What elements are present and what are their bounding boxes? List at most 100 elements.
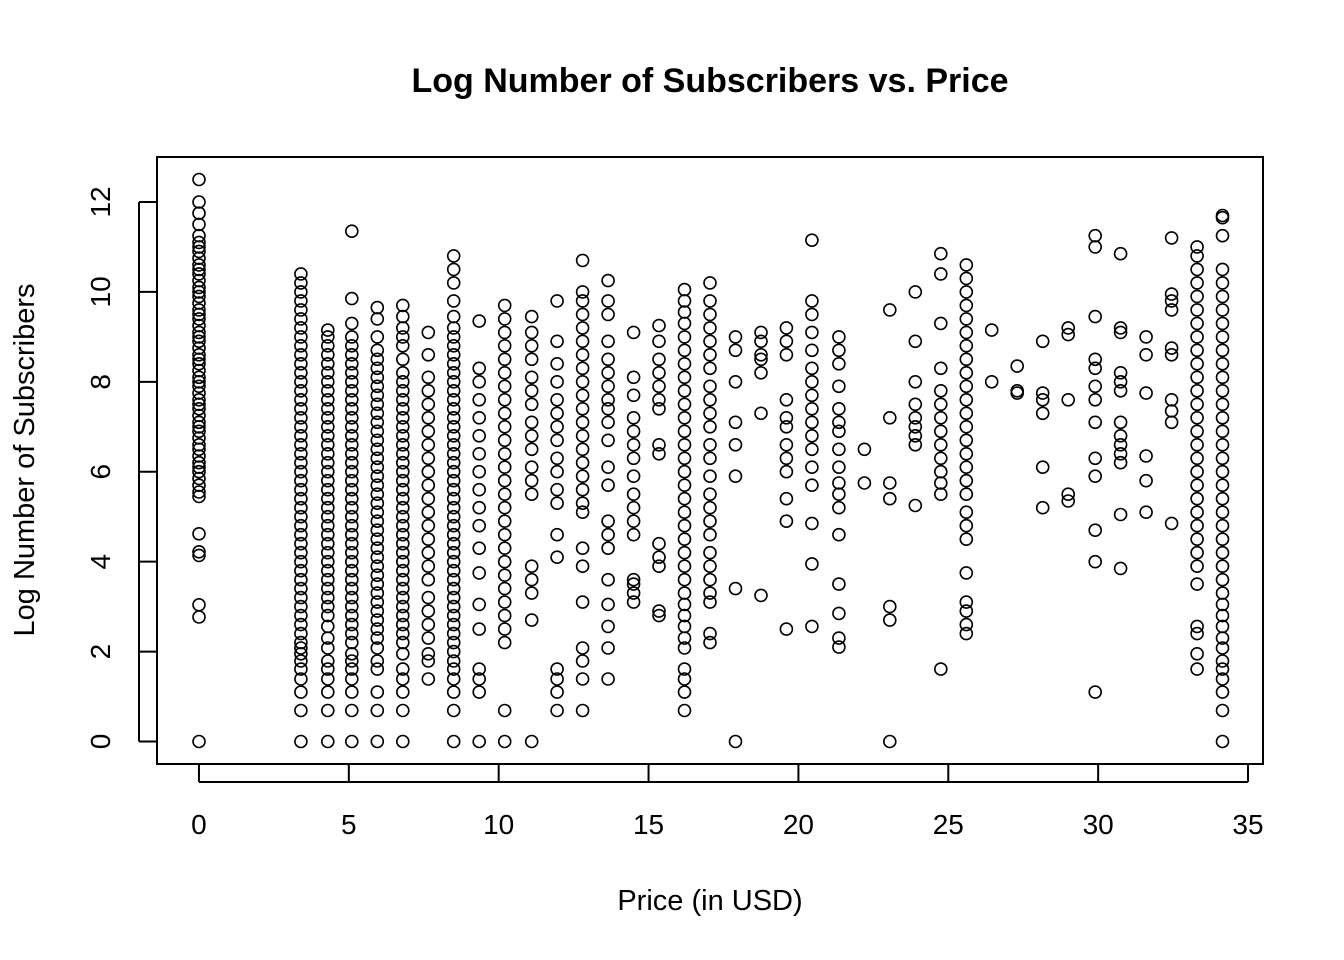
data-point bbox=[626, 577, 641, 591]
data-point bbox=[294, 581, 308, 596]
data-point bbox=[472, 361, 487, 376]
data-point bbox=[395, 599, 410, 614]
data-point bbox=[320, 323, 335, 337]
data-point bbox=[677, 685, 692, 699]
data-point bbox=[395, 626, 410, 641]
data-point bbox=[601, 401, 615, 416]
data-point bbox=[344, 365, 359, 380]
data-point bbox=[677, 662, 692, 676]
data-point bbox=[857, 442, 872, 457]
data-point bbox=[294, 410, 308, 425]
data-point bbox=[1061, 321, 1075, 335]
data-point bbox=[1088, 392, 1102, 407]
data-point bbox=[446, 410, 461, 425]
data-point bbox=[446, 419, 461, 434]
data-point bbox=[395, 352, 410, 367]
data-point bbox=[1088, 415, 1102, 430]
data-point bbox=[395, 509, 410, 524]
data-point bbox=[677, 478, 692, 493]
data-point bbox=[550, 419, 564, 434]
data-point bbox=[344, 554, 359, 569]
data-point bbox=[370, 550, 385, 565]
data-point bbox=[1190, 330, 1204, 344]
data-point bbox=[421, 370, 436, 385]
data-point bbox=[294, 626, 308, 641]
data-point bbox=[395, 455, 410, 470]
data-point bbox=[421, 654, 436, 668]
data-point bbox=[601, 527, 615, 542]
data-point bbox=[908, 410, 923, 425]
data-point bbox=[703, 487, 717, 502]
data-point bbox=[395, 554, 410, 569]
data-point bbox=[1190, 619, 1204, 634]
data-point bbox=[395, 635, 410, 650]
data-point bbox=[370, 442, 385, 457]
data-point bbox=[294, 500, 308, 515]
data-point bbox=[703, 595, 717, 609]
data-point bbox=[550, 685, 564, 699]
data-point bbox=[344, 455, 359, 470]
data-point bbox=[320, 518, 335, 533]
data-point bbox=[1215, 437, 1230, 452]
data-point bbox=[779, 321, 794, 335]
data-point bbox=[344, 536, 359, 551]
data-point bbox=[1164, 341, 1179, 355]
data-point bbox=[550, 392, 564, 407]
data-point bbox=[1088, 361, 1102, 376]
data-point bbox=[370, 662, 385, 676]
data-point bbox=[294, 312, 308, 326]
data-point bbox=[446, 401, 461, 416]
data-point bbox=[446, 464, 461, 479]
data-point bbox=[294, 365, 308, 380]
data-point bbox=[320, 545, 335, 560]
data-point bbox=[677, 641, 692, 655]
data-point bbox=[703, 379, 717, 394]
data-point bbox=[395, 338, 410, 353]
data-point bbox=[575, 321, 590, 335]
data-point bbox=[192, 437, 206, 452]
data-point bbox=[601, 273, 615, 288]
data-point bbox=[497, 379, 512, 394]
data-point bbox=[805, 307, 819, 322]
data-point bbox=[344, 703, 359, 718]
data-point bbox=[779, 419, 794, 434]
data-point bbox=[652, 318, 666, 333]
y-tick-label: 12 bbox=[85, 186, 116, 217]
data-point bbox=[1113, 325, 1128, 340]
data-point bbox=[320, 685, 335, 699]
data-point bbox=[320, 734, 335, 749]
data-point bbox=[395, 392, 410, 407]
data-point bbox=[395, 536, 410, 551]
data-point bbox=[524, 586, 539, 600]
data-point bbox=[805, 442, 819, 457]
data-point bbox=[652, 334, 666, 349]
data-point bbox=[677, 383, 692, 398]
data-point bbox=[320, 509, 335, 524]
data-point bbox=[1215, 608, 1230, 623]
data-point bbox=[601, 392, 615, 407]
data-point bbox=[421, 325, 436, 340]
data-point bbox=[497, 527, 512, 542]
data-point bbox=[192, 303, 206, 317]
data-point bbox=[1088, 379, 1102, 394]
data-point bbox=[677, 464, 692, 479]
data-point bbox=[805, 388, 819, 403]
data-point bbox=[344, 608, 359, 623]
data-point bbox=[1088, 523, 1102, 538]
data-point bbox=[344, 473, 359, 488]
data-point bbox=[395, 419, 410, 434]
data-point bbox=[550, 406, 564, 421]
data-point bbox=[344, 437, 359, 452]
data-point bbox=[959, 325, 974, 340]
data-point bbox=[344, 338, 359, 353]
data-point bbox=[959, 566, 974, 580]
data-point bbox=[320, 641, 335, 655]
data-point bbox=[320, 392, 335, 407]
data-point bbox=[446, 330, 461, 344]
data-point bbox=[344, 410, 359, 425]
data-point bbox=[677, 356, 692, 371]
data-point bbox=[192, 610, 206, 624]
data-point bbox=[1215, 289, 1230, 304]
data-point bbox=[1215, 491, 1230, 506]
data-point bbox=[446, 734, 461, 749]
